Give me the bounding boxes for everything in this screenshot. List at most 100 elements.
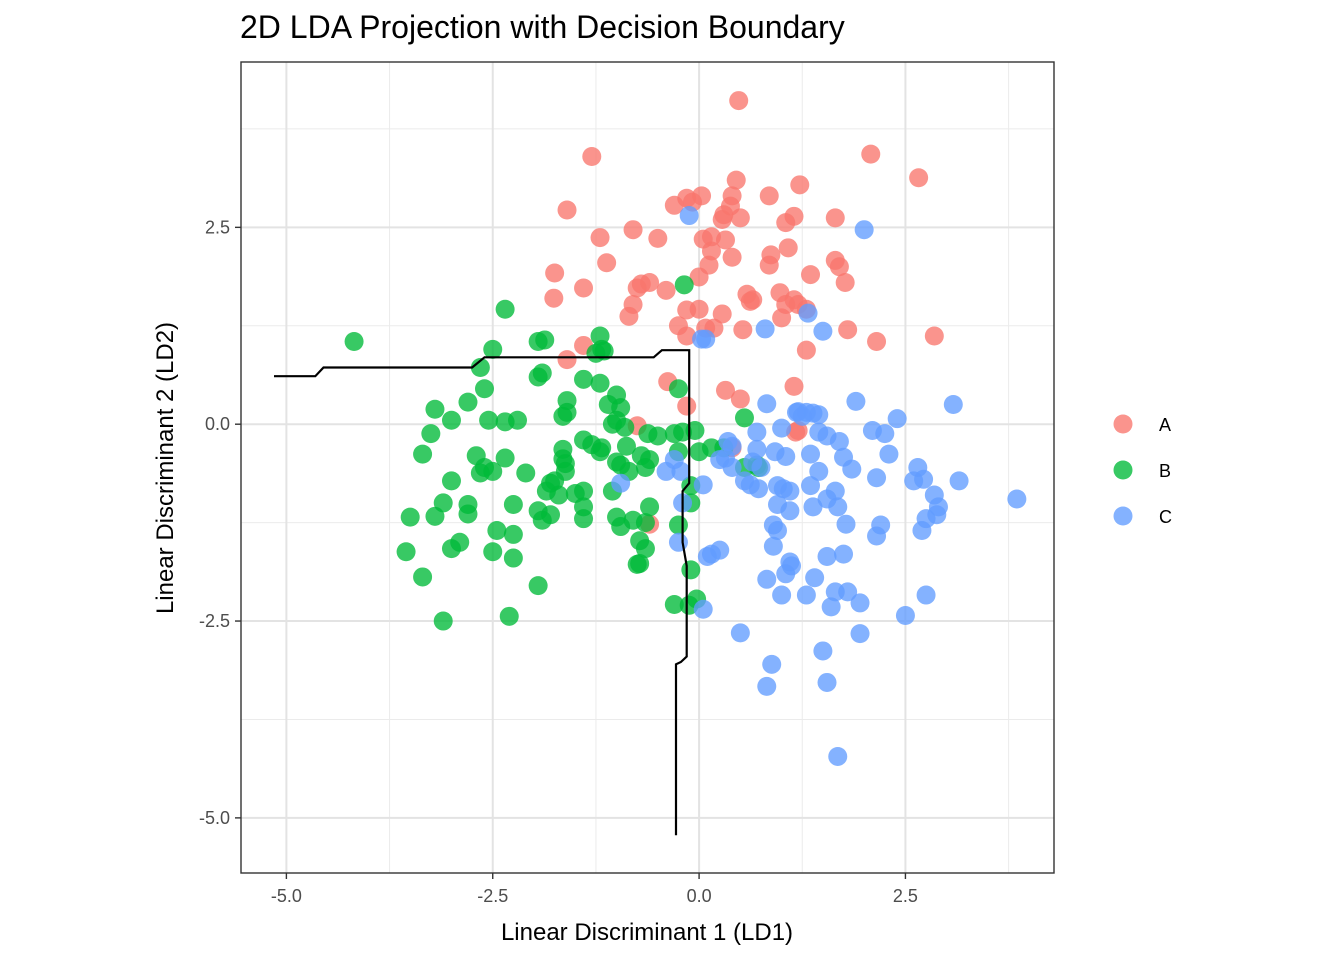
legend-label-B: B (1159, 461, 1171, 481)
point-C (796, 585, 816, 605)
point-B (734, 408, 754, 428)
point-B (503, 524, 523, 544)
point-A (648, 228, 668, 248)
point-A (574, 278, 594, 298)
point-A (924, 326, 944, 346)
point-B (396, 542, 416, 562)
y-axis-ticks: -5.0 -2.5 0.0 2.5 (199, 217, 241, 828)
point-C (696, 329, 716, 349)
point-B (458, 504, 478, 524)
point-B (421, 424, 441, 444)
x-axis-label: Linear Discriminant 1 (LD1) (501, 919, 793, 946)
point-C (776, 446, 796, 466)
point-C (949, 471, 969, 491)
point-C (805, 568, 825, 588)
point-A (722, 247, 742, 267)
point-B (528, 576, 548, 596)
point-C (772, 585, 792, 605)
point-A (835, 272, 855, 292)
point-C (749, 479, 769, 499)
y-tick-label: 0.0 (205, 414, 230, 434)
x-axis-ticks: -5.0 -2.5 0.0 2.5 (271, 873, 918, 906)
point-B (674, 275, 694, 295)
point-C (1007, 489, 1027, 509)
point-A (640, 272, 660, 292)
point-A (677, 326, 697, 346)
point-B (499, 606, 519, 626)
point-B (413, 567, 433, 587)
point-B (535, 330, 555, 350)
point-C (798, 303, 818, 323)
point-B (450, 532, 470, 552)
point-A (759, 255, 779, 275)
point-B (532, 510, 552, 530)
point-B (640, 497, 660, 517)
point-B (553, 406, 573, 426)
point-B (635, 513, 655, 533)
point-C (611, 473, 631, 493)
point-C (801, 444, 821, 464)
point-C (809, 405, 829, 425)
point-A (909, 168, 929, 188)
point-B (503, 495, 523, 515)
x-tick-label: -2.5 (477, 886, 508, 906)
point-B (532, 363, 552, 383)
point-A (861, 144, 881, 164)
point-B (470, 463, 490, 483)
point-C (912, 520, 932, 540)
point-B (495, 448, 515, 468)
point-B (441, 471, 461, 491)
point-C (829, 432, 849, 452)
point-A (729, 91, 749, 111)
point-B (635, 458, 655, 477)
point-C (776, 564, 796, 584)
point-C (757, 394, 777, 414)
point-A (730, 389, 750, 409)
plot-border (240, 61, 1055, 874)
point-A (796, 340, 816, 360)
point-C (838, 582, 858, 602)
point-C (803, 497, 823, 517)
legend-label-C: C (1159, 507, 1172, 527)
point-C (817, 672, 837, 692)
point-C (710, 540, 730, 560)
point-C (828, 497, 848, 517)
point-A (784, 376, 804, 396)
point-B (616, 436, 636, 456)
point-A (737, 284, 757, 304)
point-B (590, 373, 610, 393)
point-B (508, 410, 528, 430)
legend-key-B (1113, 460, 1133, 480)
point-C (817, 546, 837, 566)
point-B (516, 463, 536, 483)
legend-label-A: A (1159, 415, 1171, 435)
point-C (850, 593, 870, 613)
point-B (668, 515, 688, 535)
point-B (441, 410, 461, 430)
point-A (689, 267, 709, 287)
point-A (544, 288, 564, 308)
point-C (772, 418, 792, 438)
point-A (733, 320, 753, 340)
point-A (790, 175, 810, 195)
point-B (425, 399, 445, 419)
point-C (813, 641, 833, 661)
point-C (792, 406, 812, 426)
point-B (594, 341, 614, 361)
point-B (433, 611, 453, 631)
point-B (487, 520, 507, 540)
point-C (834, 544, 854, 564)
point-C (780, 481, 800, 501)
point-C (693, 599, 713, 619)
point-A (619, 306, 639, 326)
legend: A B C (1113, 414, 1172, 527)
chart-title: 2D LDA Projection with Decision Boundary (240, 9, 845, 45)
x-tick-label: 2.5 (893, 886, 918, 906)
point-A (677, 396, 697, 416)
y-axis-label: Linear Discriminant 2 (LD2) (152, 322, 179, 614)
point-B (495, 299, 515, 319)
point-C (875, 424, 895, 444)
point-C (887, 409, 907, 429)
point-C (828, 746, 848, 766)
